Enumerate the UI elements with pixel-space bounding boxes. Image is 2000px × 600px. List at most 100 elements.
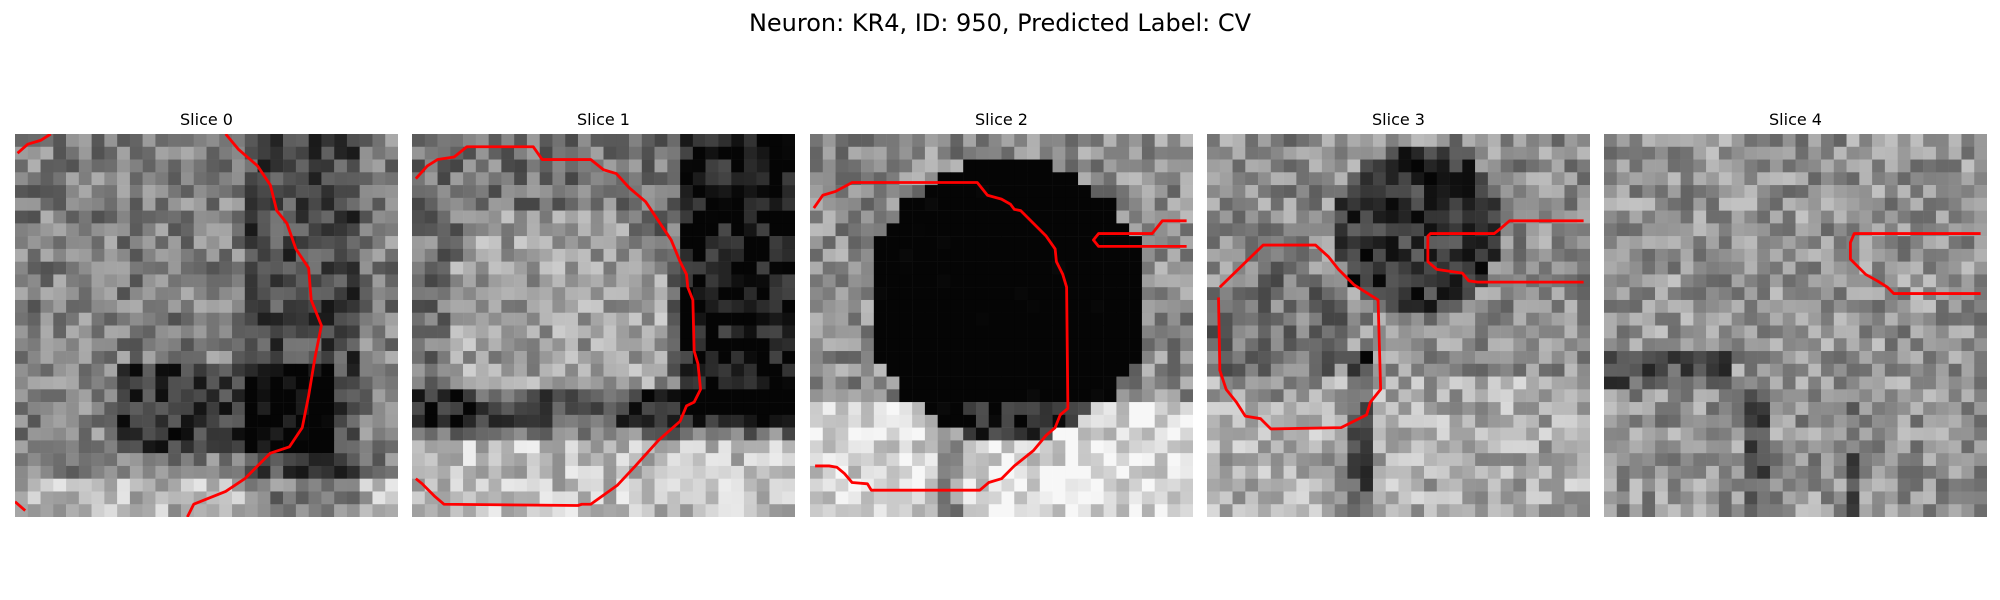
pixel bbox=[1258, 427, 1272, 441]
pixel bbox=[1821, 351, 1835, 365]
pixel bbox=[1462, 197, 1476, 211]
pixel bbox=[1180, 325, 1193, 339]
pixel bbox=[129, 389, 143, 403]
pixel bbox=[1935, 197, 1949, 211]
pixel bbox=[1604, 236, 1618, 250]
pixel bbox=[1014, 185, 1028, 199]
pixel bbox=[1923, 389, 1937, 403]
pixel bbox=[1846, 465, 1860, 479]
pixel bbox=[654, 427, 668, 441]
pixel bbox=[1475, 453, 1489, 467]
pixel bbox=[1065, 491, 1079, 505]
pixel bbox=[769, 185, 783, 199]
pixel bbox=[168, 414, 182, 428]
pixel bbox=[412, 325, 426, 339]
pixel bbox=[616, 223, 630, 237]
pixel bbox=[1526, 146, 1540, 160]
pixel bbox=[1001, 146, 1015, 160]
pixel bbox=[1116, 338, 1130, 352]
pixel bbox=[475, 312, 489, 326]
pixel bbox=[756, 223, 770, 237]
pixel bbox=[27, 504, 41, 517]
pixel bbox=[450, 414, 464, 428]
pixel bbox=[321, 402, 335, 416]
pixel bbox=[1258, 504, 1272, 517]
pixel bbox=[924, 248, 938, 262]
pixel bbox=[1027, 440, 1041, 454]
pixel bbox=[66, 261, 80, 275]
pixel bbox=[731, 414, 745, 428]
pixel bbox=[924, 312, 938, 326]
pixel bbox=[1680, 134, 1694, 148]
pixel bbox=[1884, 363, 1898, 377]
pixel bbox=[1321, 325, 1335, 339]
pixel bbox=[168, 172, 182, 186]
pixel bbox=[1500, 338, 1514, 352]
pixel bbox=[27, 172, 41, 186]
pixel bbox=[385, 274, 398, 288]
pixel bbox=[1116, 427, 1130, 441]
pixel bbox=[1154, 491, 1168, 505]
pixel bbox=[603, 146, 617, 160]
pixel bbox=[1604, 478, 1618, 492]
pixel bbox=[244, 287, 258, 301]
pixel bbox=[308, 134, 322, 148]
pixel bbox=[1884, 287, 1898, 301]
pixel bbox=[1347, 478, 1361, 492]
pixel bbox=[295, 134, 309, 148]
pixel bbox=[424, 236, 438, 250]
pixel bbox=[295, 491, 309, 505]
pixel bbox=[822, 376, 836, 390]
pixel bbox=[1872, 478, 1886, 492]
pixel bbox=[1232, 351, 1246, 365]
pixel bbox=[552, 414, 566, 428]
pixel bbox=[1103, 312, 1117, 326]
pixel bbox=[1680, 261, 1694, 275]
pixel bbox=[40, 274, 54, 288]
pixel bbox=[232, 287, 246, 301]
pixel bbox=[950, 414, 964, 428]
pixel bbox=[142, 274, 156, 288]
pixel bbox=[1706, 414, 1720, 428]
pixel bbox=[1859, 210, 1873, 224]
pixel bbox=[1245, 491, 1259, 505]
pixel bbox=[782, 146, 795, 160]
pixel bbox=[1577, 414, 1590, 428]
pixel bbox=[756, 185, 770, 199]
pixel bbox=[1103, 414, 1117, 428]
pixel bbox=[1642, 504, 1656, 517]
pixel bbox=[450, 134, 464, 148]
pixel bbox=[180, 465, 194, 479]
pixel bbox=[1629, 478, 1643, 492]
pixel bbox=[1655, 236, 1669, 250]
pixel bbox=[501, 236, 515, 250]
pixel bbox=[1616, 338, 1630, 352]
pixel bbox=[334, 159, 348, 173]
pixel bbox=[810, 248, 824, 262]
pixel bbox=[1564, 389, 1578, 403]
pixel bbox=[1538, 159, 1552, 173]
pixel bbox=[552, 185, 566, 199]
pixel bbox=[40, 491, 54, 505]
pixel bbox=[1935, 363, 1949, 377]
pixel bbox=[1245, 402, 1259, 416]
pixel bbox=[295, 312, 309, 326]
pixel bbox=[1385, 376, 1399, 390]
pixel bbox=[15, 440, 29, 454]
pixel bbox=[718, 465, 732, 479]
pixel bbox=[1154, 338, 1168, 352]
pixel bbox=[78, 402, 92, 416]
pixel bbox=[1577, 146, 1590, 160]
pixel bbox=[1744, 325, 1758, 339]
pixel bbox=[1667, 134, 1681, 148]
pixel bbox=[1296, 478, 1310, 492]
pixel bbox=[1270, 172, 1284, 186]
pixel bbox=[1629, 197, 1643, 211]
pixel bbox=[731, 504, 745, 517]
pixel bbox=[283, 287, 297, 301]
pixel bbox=[1385, 274, 1399, 288]
pixel bbox=[475, 274, 489, 288]
pixel bbox=[988, 376, 1002, 390]
pixel bbox=[1629, 427, 1643, 441]
pixel bbox=[129, 338, 143, 352]
